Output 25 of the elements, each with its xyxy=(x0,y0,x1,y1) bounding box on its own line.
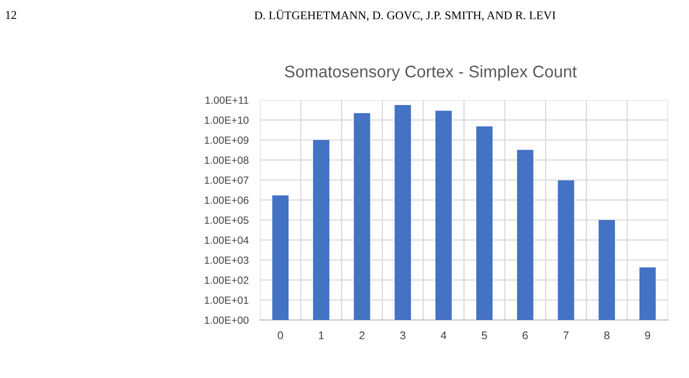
y-tick-label: 1.00E+04 xyxy=(204,236,249,244)
x-tick-label: 2 xyxy=(359,331,365,340)
y-tick-label: 1.00E+10 xyxy=(204,116,248,124)
y-tick-label: 1.00E+05 xyxy=(204,216,248,224)
x-tick-label: 9 xyxy=(645,331,650,340)
y-tick-label: 1.00E+00 xyxy=(204,316,248,324)
y-tick-label: 1.00E+03 xyxy=(204,256,248,264)
x-tick-label: 4 xyxy=(440,332,446,340)
text: 12 xyxy=(6,11,16,19)
y-tick-label: 1.00E+01 xyxy=(204,296,248,304)
x-tick-label: 8 xyxy=(604,331,610,340)
x-tick-label: 3 xyxy=(400,331,406,340)
y-tick-label: 1.00E+02 xyxy=(204,276,248,284)
y-tick-label: 1.00E+09 xyxy=(204,136,248,144)
x-tick-label: 7 xyxy=(563,332,569,340)
x-tick-label: 6 xyxy=(522,331,528,340)
y-tick-label: 1.00E+11 xyxy=(206,96,248,104)
chart-title: Somatosensory Cortex - Simplex Count xyxy=(284,65,577,81)
text: D. LÜTGEHETMANN, D. GOVC, J.P. SMITH, AND R. LEVI xyxy=(254,10,556,21)
x-tick-label: 5 xyxy=(482,332,488,340)
x-tick-label: 1 xyxy=(318,332,324,340)
y-tick-label: 1.00E+08 xyxy=(204,156,248,164)
x-tick-label: 0 xyxy=(278,331,284,340)
y-tick-label: 1.00E+07 xyxy=(204,176,248,184)
y-tick-label: 1.00E+06 xyxy=(204,196,248,204)
